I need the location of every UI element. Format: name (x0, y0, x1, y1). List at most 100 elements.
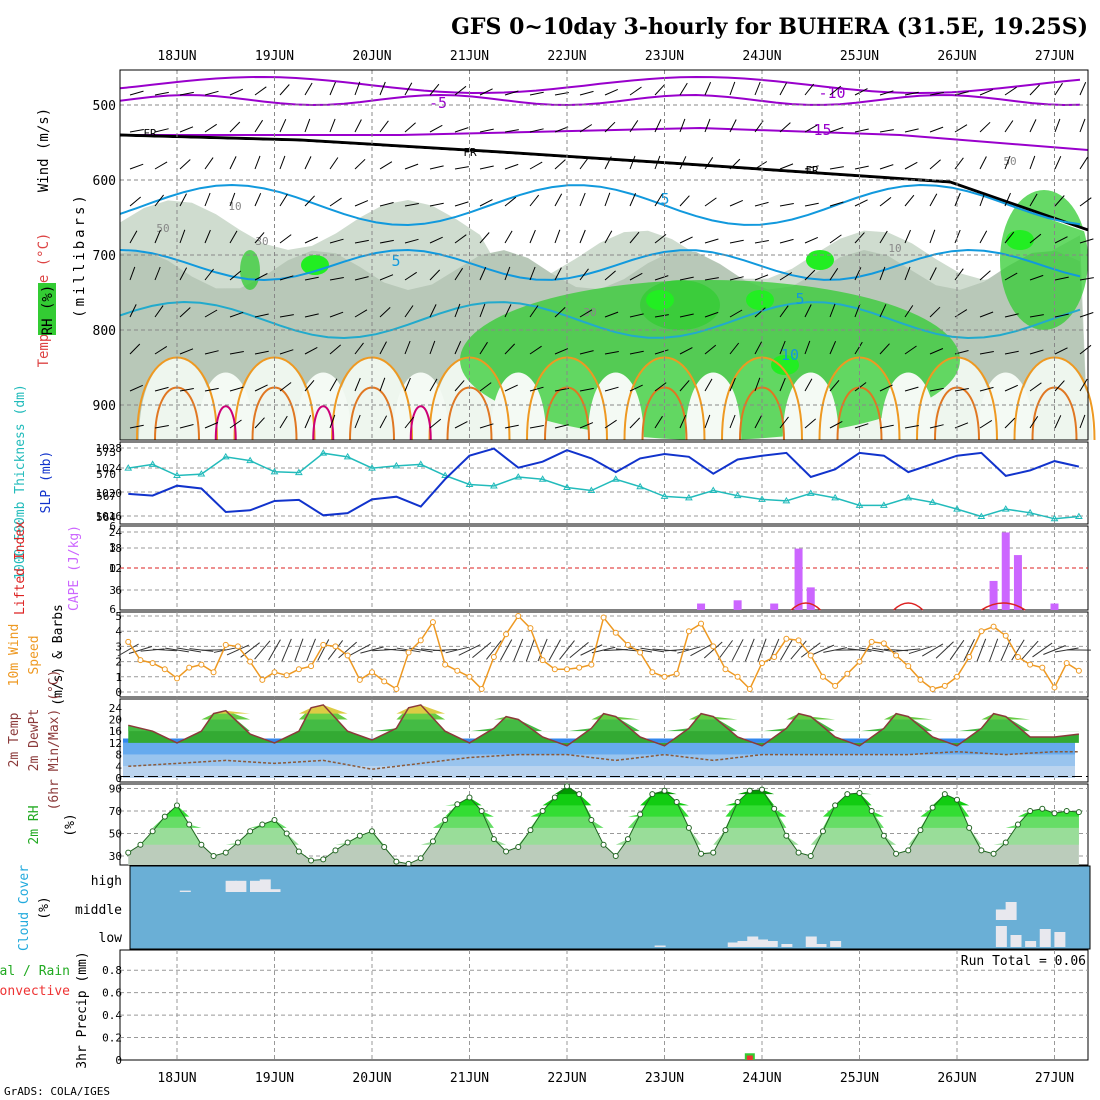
wind-barb (429, 202, 444, 207)
wind-barb (354, 239, 369, 244)
wind-barb (1004, 231, 1015, 244)
wind-barb (579, 192, 586, 207)
wind-barb (854, 382, 867, 392)
wind-tick-label: 3 (115, 640, 122, 653)
wind-barb (704, 197, 717, 207)
wind-barb (554, 424, 569, 429)
wind-barb (429, 304, 437, 318)
ylabel-thickness: 1000-500mb Thickness (dm) (13, 384, 28, 580)
wind-barb (804, 124, 818, 133)
wind-barb (304, 236, 318, 244)
wind-barb (804, 202, 819, 207)
thickness-marker (489, 482, 498, 489)
rh-marker (332, 847, 339, 854)
wind-barb (1004, 417, 1016, 429)
wind-barb (229, 270, 242, 281)
wind-barb (229, 351, 244, 355)
wind-barb (922, 643, 944, 657)
rh-marker (795, 849, 802, 856)
wind-barb (779, 377, 786, 392)
run-total-label: Run Total = 0.06 (961, 954, 1086, 969)
wind-barb (615, 648, 640, 652)
wind-barb (904, 229, 911, 244)
wind-barb (204, 387, 219, 392)
wind-barb (329, 277, 344, 281)
wind-speed-marker (722, 666, 729, 673)
wind-barb (769, 638, 780, 662)
wind-speed-marker (308, 663, 315, 670)
wind-speed-marker (661, 673, 668, 680)
wind-barb (329, 81, 336, 96)
wind-barb (654, 119, 662, 133)
thickness-marker (343, 452, 352, 460)
cloud-middle-bar (995, 909, 1007, 920)
rh2m-panel: 90 70 50 30 2m RH (%) (27, 783, 1089, 867)
wind-barb (204, 90, 219, 96)
contour-label: 10 (888, 242, 901, 255)
wind-barb (1054, 347, 1068, 355)
wind-barb (458, 644, 481, 656)
thickness-marker (684, 493, 693, 501)
wind-barb (704, 378, 713, 392)
wind-barb (179, 348, 194, 355)
wind-barb (454, 267, 464, 281)
rh-marker (186, 821, 193, 828)
slp-thickness-panel: 573 570 567 564 1028 1024 1020 1016 1000-500mb T… (13, 384, 1089, 580)
wind-barb (654, 349, 669, 355)
contour-label: 30 (583, 306, 596, 319)
wind-barb (1029, 314, 1044, 318)
wind-speed-marker (734, 673, 741, 680)
wind-barb (404, 305, 414, 318)
cloud-high-bar (235, 880, 247, 892)
wind-barb (404, 238, 419, 244)
wind-barb (929, 267, 937, 281)
wind-speed-marker (990, 623, 997, 630)
wind-barb (129, 424, 144, 429)
wind-barb (329, 344, 342, 355)
wind-barb (279, 155, 286, 170)
wind-barb (504, 230, 513, 244)
ylabel-pressure: (millibars) (72, 192, 88, 318)
wind-barb (729, 377, 736, 392)
wind-speed-marker (1002, 632, 1009, 639)
rh-marker (966, 824, 973, 831)
contour-label: -15 (804, 121, 831, 139)
cloud-level-label: high (91, 874, 122, 889)
rh-marker (1002, 839, 1009, 846)
wind-barb (854, 303, 861, 318)
wind-panel: 5 4 3 2 1 0 10m Wind Speed (m/s) & Barbs (7, 604, 1091, 706)
rh-marker (807, 853, 814, 859)
wind-barb (904, 305, 914, 318)
rh-moist-area (460, 280, 960, 440)
date-label-bottom: 21JUN (450, 1071, 489, 1086)
wind-barb (1029, 349, 1044, 355)
wind-barb (979, 386, 994, 392)
wind-speed-marker (332, 643, 339, 650)
wind-speed-marker (490, 654, 497, 661)
wind-barb (329, 378, 338, 392)
wind-barb (204, 422, 219, 429)
wind-speed-marker (1075, 667, 1082, 674)
wind-barb (445, 646, 470, 654)
wind-barb (204, 350, 219, 355)
contour-label: 5 (391, 252, 400, 270)
wind-barb (226, 644, 250, 656)
temperature-tick-label: 4 (115, 760, 122, 773)
rh-marker (417, 855, 424, 862)
ylabel-speed: Speed (27, 635, 42, 674)
wind-barb (1029, 119, 1037, 133)
cloud-low-bar (737, 941, 749, 947)
wind-barb (304, 195, 315, 207)
wind-barb (1004, 313, 1019, 318)
thickness-marker (1001, 505, 1010, 512)
contour-minus5 (119, 93, 1081, 107)
thickness-marker (416, 460, 425, 467)
wind-barb (294, 638, 304, 662)
rh-high-spot (771, 355, 799, 375)
ylabel-2m-rh: 2m RH (27, 805, 42, 844)
wind-barb (327, 640, 344, 660)
wind-barb (429, 340, 436, 355)
wind-barb (1079, 312, 1094, 318)
thickness-marker (904, 493, 913, 501)
wind-barb (354, 81, 361, 96)
